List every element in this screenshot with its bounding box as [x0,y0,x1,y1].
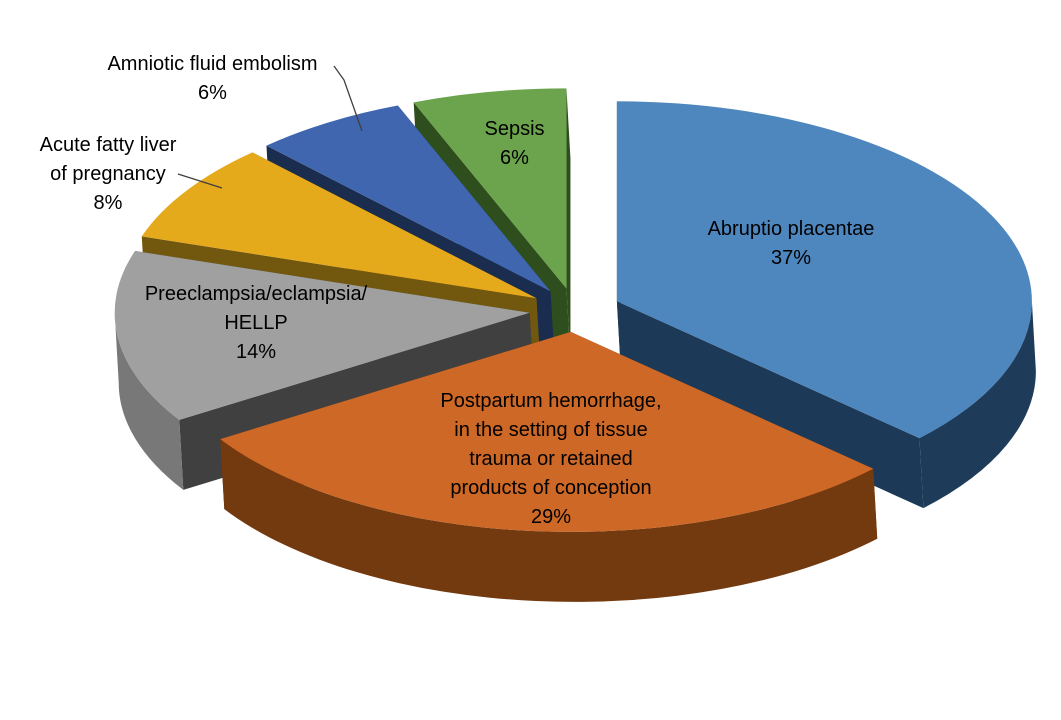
label-line: Sepsis [484,118,545,140]
label-line: Amniotic fluid embolism [107,53,318,75]
slice-label-abruptio-placentae: Abruptio placentae 37% [666,215,916,273]
pie-slice-side-preeclampsia[interactable] [114,312,184,490]
pie-slice-wall-sepsis[interactable] [566,88,571,359]
label-line: products of conception [450,477,652,499]
slice-label-amniotic-fluid-embolism: Amniotic fluid embolism 6% [85,50,340,108]
label-line: Preeclampsia/eclampsia/ [144,283,368,305]
label-percent: 6% [198,82,227,104]
label-line: Acute fatty liver [39,134,177,156]
label-line: in the setting of tissue [454,419,648,441]
pie-slice-abruptio[interactable] [616,101,1032,439]
slice-label-postpartum-hemorrhage: Postpartum hemorrhage, in the setting of… [401,387,701,532]
leader-line [177,173,223,189]
pie-slice-acute[interactable] [141,152,537,299]
label-line: HELLP [224,312,288,334]
pie-slice-sepsis[interactable] [413,88,567,289]
label-line: trauma or retained [469,448,633,470]
pie-slice-wall-abruptio[interactable] [616,301,924,509]
pie-slice-side-abruptio[interactable] [919,301,1036,509]
label-percent: 37% [770,247,812,269]
pie-slice-preeclampsia[interactable] [114,250,530,420]
slice-label-preeclampsia: Preeclampsia/eclampsia/ HELLP 14% [116,280,396,367]
slice-label-sepsis: Sepsis 6% [457,115,572,173]
label-percent: 6% [500,147,529,169]
leader-line [333,65,363,132]
pie-slice-side-postpartum[interactable] [220,439,878,602]
pie-slice-amniotic[interactable] [266,105,551,292]
label-line: Abruptio placentae [707,218,875,240]
label-percent: 8% [93,192,123,214]
pie-slice-postpartum[interactable] [220,331,874,532]
label-line: of pregnancy [50,163,166,185]
slice-label-acute-fatty-liver: Acute fatty liver of pregnancy 8% [10,131,206,218]
label-line: Postpartum hemorrhage, [440,390,662,412]
label-percent: 14% [235,341,277,363]
label-percent: 29% [530,506,572,528]
